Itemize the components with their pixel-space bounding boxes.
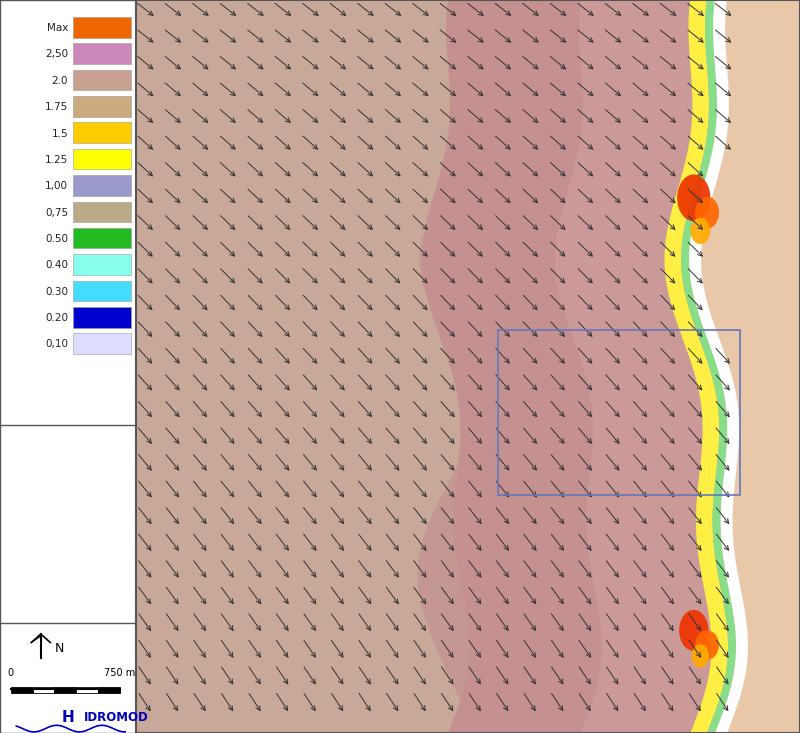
- Text: 750 m: 750 m: [104, 668, 135, 678]
- Bar: [74, 43, 130, 64]
- Text: 0,75: 0,75: [45, 207, 68, 218]
- Bar: [74, 307, 130, 328]
- Bar: [74, 70, 130, 90]
- Text: 1.5: 1.5: [51, 128, 68, 139]
- Text: 1.25: 1.25: [45, 155, 68, 165]
- Polygon shape: [418, 0, 602, 733]
- Text: 0.30: 0.30: [45, 287, 68, 297]
- Polygon shape: [422, 0, 602, 733]
- Ellipse shape: [695, 196, 719, 229]
- Text: H: H: [62, 710, 74, 725]
- Text: 0,10: 0,10: [45, 339, 68, 350]
- Bar: [74, 254, 130, 275]
- Text: 0: 0: [8, 668, 14, 678]
- Text: N: N: [54, 642, 64, 655]
- Bar: [74, 17, 130, 37]
- Text: 2,50: 2,50: [45, 49, 68, 59]
- Polygon shape: [689, 0, 748, 733]
- Bar: [74, 202, 130, 222]
- Bar: [11, 687, 33, 693]
- Polygon shape: [136, 0, 748, 733]
- Bar: [74, 149, 130, 169]
- Ellipse shape: [677, 174, 710, 221]
- Bar: [74, 334, 130, 354]
- Text: Max: Max: [46, 23, 68, 33]
- Bar: [74, 96, 130, 117]
- Ellipse shape: [695, 630, 719, 660]
- Bar: [74, 122, 130, 143]
- Text: 0.50: 0.50: [45, 234, 68, 244]
- Text: IDROMOD: IDROMOD: [84, 711, 149, 724]
- Polygon shape: [555, 0, 711, 733]
- Bar: [498, 330, 740, 495]
- Ellipse shape: [679, 610, 708, 651]
- Bar: [54, 687, 76, 693]
- Text: 0.20: 0.20: [45, 313, 68, 323]
- Polygon shape: [665, 0, 728, 733]
- Text: 0.40: 0.40: [45, 260, 68, 270]
- Ellipse shape: [690, 218, 710, 244]
- Polygon shape: [681, 0, 736, 733]
- Text: 1,00: 1,00: [45, 181, 68, 191]
- Polygon shape: [701, 0, 800, 733]
- Text: 2.0: 2.0: [51, 75, 68, 86]
- Ellipse shape: [692, 644, 709, 668]
- Bar: [74, 175, 130, 196]
- Bar: [33, 687, 54, 693]
- Bar: [74, 281, 130, 301]
- Bar: [76, 687, 98, 693]
- Bar: [74, 228, 130, 248]
- Bar: [98, 687, 120, 693]
- Text: 1.75: 1.75: [45, 102, 68, 112]
